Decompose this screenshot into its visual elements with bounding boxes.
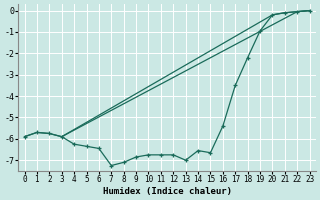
X-axis label: Humidex (Indice chaleur): Humidex (Indice chaleur) xyxy=(103,187,232,196)
